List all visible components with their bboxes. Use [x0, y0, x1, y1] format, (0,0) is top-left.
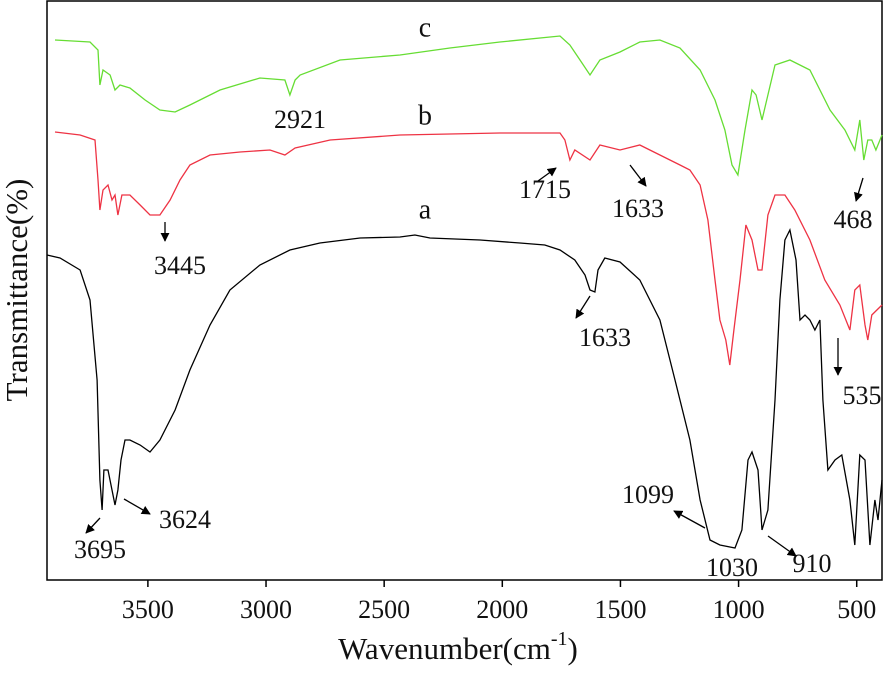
x-tick-label: 1500 [594, 595, 646, 624]
annotation-arrow [123, 498, 151, 515]
spectrum-line [54, 35, 883, 177]
annotation: 1633 [612, 194, 664, 223]
annotation-arrow [575, 295, 591, 319]
annotation: 1099 [622, 480, 674, 509]
x-axis-label: Wavenumber(cm-1) [338, 628, 578, 667]
series-label: b [418, 100, 432, 131]
annotation-arrow [629, 164, 647, 187]
annotation-arrow [673, 510, 706, 529]
annotation: 910 [793, 549, 832, 578]
x-tick-label: 3500 [122, 595, 174, 624]
series-label: c [419, 12, 431, 43]
annotation-arrow [767, 535, 797, 557]
annotation: 3624 [159, 505, 211, 534]
annotation-arrow [854, 177, 864, 202]
annotation: 468 [834, 205, 873, 234]
annotation: 1715 [519, 175, 571, 204]
x-label-end: ) [568, 631, 578, 666]
x-label-sup: -1 [551, 628, 568, 650]
annotation-arrow [85, 517, 101, 534]
annotation: 1633 [579, 323, 631, 352]
annotation: 3445 [154, 251, 206, 280]
spectrum-line [54, 131, 883, 366]
annotation: 535 [843, 381, 882, 410]
x-tick-label: 500 [837, 595, 876, 624]
x-tick-label: 1000 [713, 595, 765, 624]
y-axis-label: Transmittance(%) [0, 179, 34, 402]
plot-frame [46, 0, 883, 581]
x-tick-label: 2000 [476, 595, 528, 624]
x-label-main: Wavenumber(cm [338, 631, 551, 666]
x-tick-label: 3000 [240, 595, 292, 624]
annotation: 3695 [74, 535, 126, 564]
annotation-arrow [537, 167, 557, 182]
x-tick-label: 2500 [358, 595, 410, 624]
annotation: 2921 [274, 105, 326, 134]
series-label: a [419, 194, 432, 225]
spectrum-line [46, 228, 883, 549]
annotation: 1030 [706, 553, 758, 582]
